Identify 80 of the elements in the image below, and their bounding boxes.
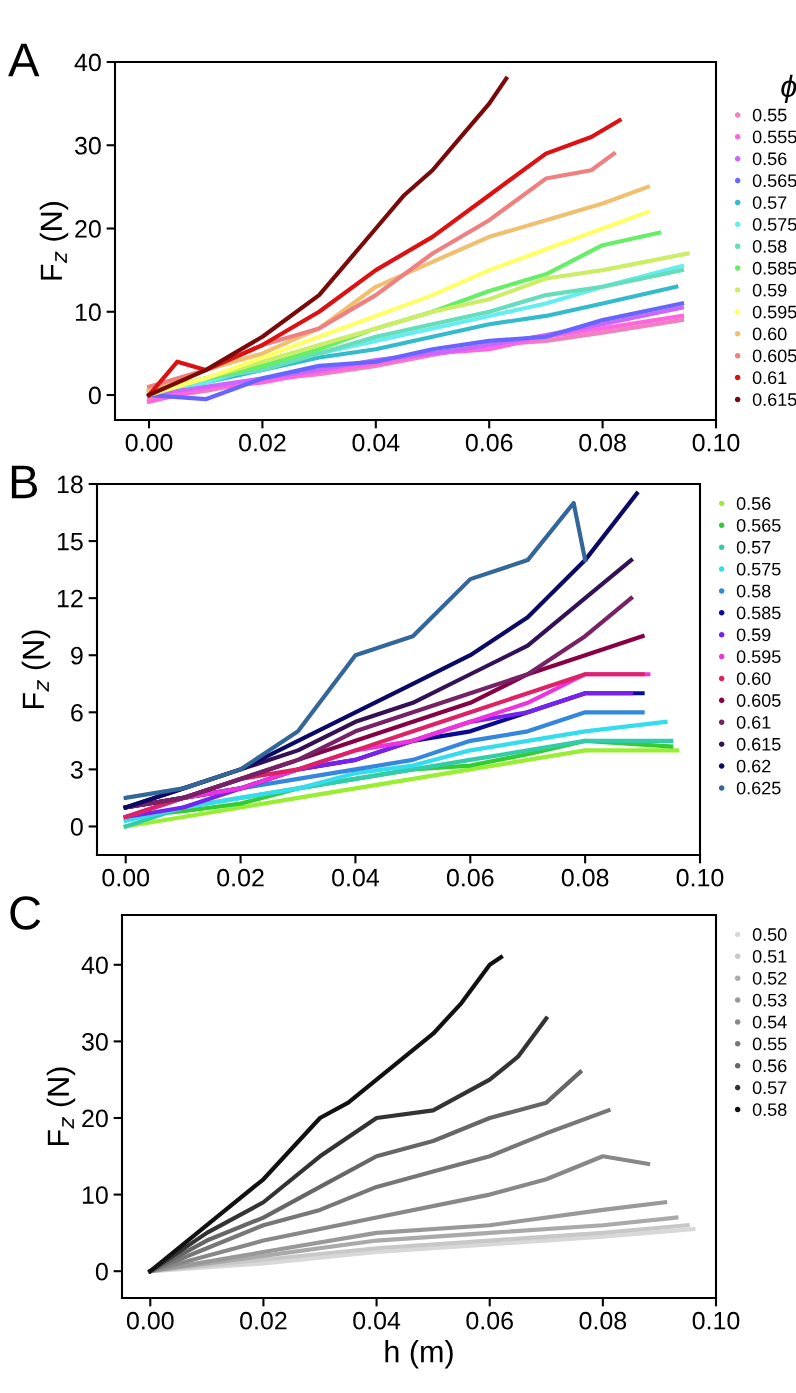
legend-label: 0.605: [736, 694, 781, 707]
x-tick-label: 0.00: [125, 433, 173, 452]
y-tick-label: 0: [70, 818, 83, 836]
legend-label: 0.59: [736, 628, 771, 642]
y-tick-label: 30: [74, 136, 101, 155]
legend-label: 0.615: [736, 737, 781, 751]
x-tick-label: 0.08: [579, 433, 626, 452]
y-axis-title: F$_{z}$ (N): [39, 202, 69, 280]
y-axis-title: F$_{z}$ (N): [21, 630, 51, 709]
y-tick-label: 40: [81, 956, 108, 975]
legend-label: 0.585: [736, 606, 781, 620]
legend-title: ϕ: [781, 74, 796, 104]
legend-label: 0.595: [752, 305, 796, 319]
x-tick-label: 0.00: [102, 868, 150, 887]
y-tick-label: 12: [57, 589, 83, 608]
legend-label: 0.58: [736, 584, 771, 598]
legend-label: 0.57: [752, 1081, 787, 1095]
legend-label: 0.62: [736, 759, 771, 773]
x-tick-label: 0.06: [466, 1311, 513, 1330]
legend-label: 0.565: [736, 519, 781, 532]
y-tick-label: 40: [74, 53, 101, 72]
legend-label: 0.55: [752, 1037, 787, 1051]
legend-label: 0.58: [752, 239, 787, 253]
x-tick-label: 0.00: [126, 1311, 174, 1330]
text: A: [8, 43, 40, 77]
legend-label: 0.565: [752, 174, 796, 188]
legend-label: 0.55: [752, 108, 787, 122]
y-tick-label: 6: [71, 703, 83, 722]
legend-label: 0.58: [752, 1103, 787, 1116]
x-tick-label: 0.04: [352, 433, 400, 452]
legend-label: 0.575: [752, 218, 796, 231]
legend-label: 0.54: [752, 1015, 787, 1029]
legend-label: 0.59: [752, 283, 787, 297]
legend-label: 0.61: [752, 371, 787, 385]
legend-label: 0.555: [752, 130, 796, 144]
legend-label: 0.615: [752, 393, 796, 406]
y-tick-label: 20: [82, 1109, 108, 1128]
text: C: [10, 896, 41, 930]
x-tick-label: 0.10: [676, 868, 724, 887]
x-tick-label: 0.02: [217, 868, 264, 887]
legend-label: 0.53: [752, 993, 787, 1007]
legend-label: 0.56: [752, 152, 787, 166]
legend-label: 0.57: [736, 540, 771, 554]
y-tick-label: 30: [81, 1032, 108, 1051]
x-tick-label: 0.02: [239, 433, 286, 452]
x-axis-title: h (m): [385, 1340, 453, 1369]
y-tick-label: 15: [57, 532, 83, 551]
legend-label: 0.585: [752, 261, 796, 275]
legend-label: 0.52: [752, 971, 787, 985]
x-tick-label: 0.06: [446, 868, 494, 887]
x-tick-label: 0.08: [561, 868, 609, 887]
legend-label: 0.51: [752, 950, 787, 963]
legend-label: 0.57: [752, 196, 787, 209]
legend-label: 0.60: [752, 327, 787, 341]
y-tick-label: 0: [88, 386, 101, 405]
legend-label: 0.56: [736, 497, 771, 510]
x-tick-label: 0.06: [465, 433, 513, 452]
x-tick-label: 0.08: [579, 1311, 627, 1330]
legend-label: 0.625: [736, 781, 781, 795]
y-tick-label: 9: [71, 646, 83, 665]
legend-label: 0.575: [736, 562, 781, 576]
y-tick-label: 10: [82, 1186, 108, 1204]
y-tick-label: 3: [70, 760, 83, 779]
legend-label: 0.60: [736, 672, 771, 685]
x-tick-label: 0.02: [240, 1311, 287, 1330]
legend-label: 0.61: [736, 715, 771, 729]
y-tick-label: 0: [95, 1262, 108, 1281]
y-tick-label: 10: [75, 303, 101, 322]
legend-label: 0.50: [752, 928, 787, 941]
x-tick-label: 0.10: [692, 1311, 740, 1330]
text: B: [11, 465, 37, 499]
legend-label: 0.605: [752, 349, 796, 363]
x-tick-label: 0.10: [692, 433, 740, 452]
legend-label: 0.595: [736, 650, 781, 664]
y-tick-label: 18: [57, 475, 83, 494]
y-axis-title: F$_{z}$ (N): [46, 1067, 76, 1146]
x-tick-label: 0.04: [353, 1311, 401, 1330]
y-tick-label: 20: [75, 220, 101, 238]
legend-label: 0.56: [752, 1059, 787, 1073]
x-tick-label: 0.04: [332, 868, 380, 887]
